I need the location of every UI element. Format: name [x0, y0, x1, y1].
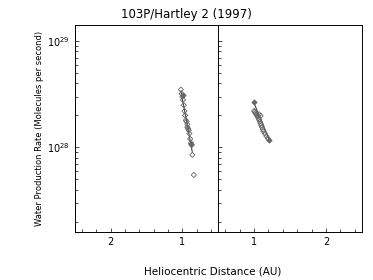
Point	[265, 136, 271, 141]
Point	[262, 131, 268, 136]
Point	[178, 87, 184, 92]
Point	[189, 143, 195, 147]
Text: Heliocentric Distance (AU): Heliocentric Distance (AU)	[144, 266, 281, 276]
Point	[183, 118, 189, 123]
Point	[180, 98, 186, 102]
Point	[251, 99, 257, 104]
Point	[184, 119, 189, 124]
Point	[186, 128, 192, 132]
Text: 103P/Hartley 2 (1997): 103P/Hartley 2 (1997)	[121, 8, 252, 21]
Point	[256, 118, 262, 122]
Point	[254, 113, 260, 118]
Point	[184, 122, 190, 127]
Point	[186, 131, 192, 136]
Point	[266, 137, 272, 142]
Point	[189, 153, 195, 157]
Point	[256, 116, 261, 120]
Point	[181, 103, 187, 107]
Point	[260, 127, 266, 132]
Point	[258, 123, 264, 127]
Point	[263, 134, 269, 138]
Point	[191, 173, 197, 177]
Point	[182, 109, 188, 113]
Point	[179, 92, 185, 96]
Point	[188, 142, 194, 146]
Point	[258, 114, 264, 118]
Point	[179, 94, 185, 99]
Point	[182, 113, 188, 118]
Point	[259, 125, 265, 129]
Point	[257, 119, 263, 124]
Point	[180, 93, 186, 97]
Point	[187, 137, 193, 141]
Point	[252, 110, 258, 114]
Point	[185, 127, 191, 131]
Point	[253, 112, 259, 116]
Point	[251, 109, 257, 113]
Point	[256, 112, 262, 116]
Point	[184, 125, 190, 129]
Y-axis label: Water Production Rate (Molecules per second): Water Production Rate (Molecules per sec…	[35, 31, 44, 226]
Point	[253, 111, 258, 115]
Point	[258, 121, 264, 126]
Point	[188, 141, 194, 145]
Point	[255, 114, 261, 119]
Point	[260, 129, 266, 134]
